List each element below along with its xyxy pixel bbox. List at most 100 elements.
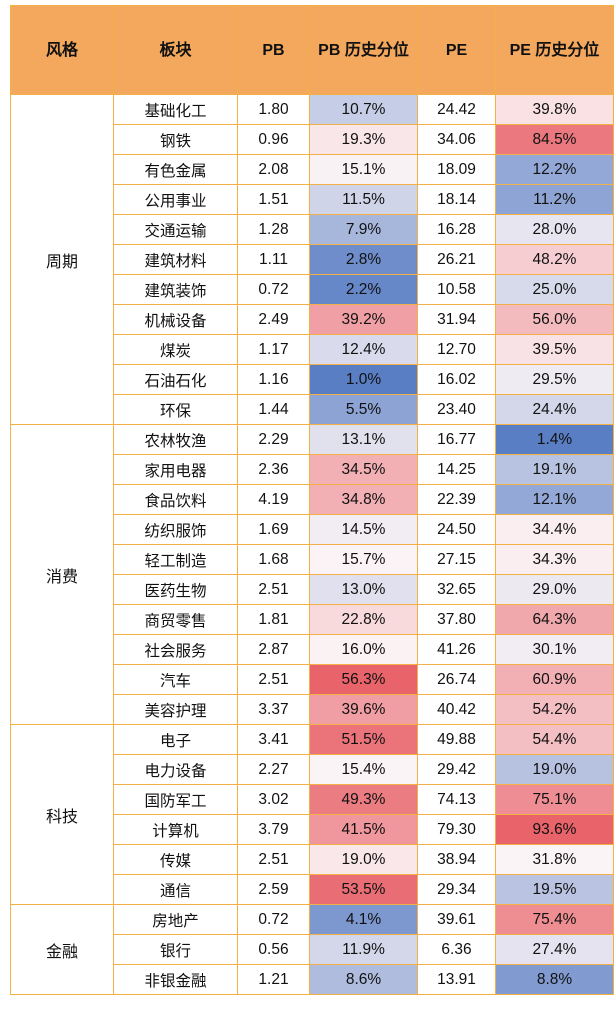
header-pe-percentile: PE 历史分位 [495, 5, 614, 95]
pb-cell: 3.02 [237, 784, 310, 815]
table-row: 纺织服饰 1.69 14.5% 24.50 34.4% [11, 514, 614, 545]
style-group-cell: 金融 [10, 904, 114, 995]
pe-percentile-cell: 30.1% [495, 634, 614, 665]
pe-cell: 31.94 [417, 304, 496, 335]
pb-percentile-cell: 34.8% [309, 484, 418, 515]
pb-cell: 2.29 [237, 424, 310, 455]
pe-percentile-cell: 12.2% [495, 154, 614, 185]
table-row: 周期 基础化工 1.80 10.7% 24.42 39.8% [10, 94, 614, 425]
pb-cell: 1.68 [237, 544, 310, 575]
sector-cell: 医药生物 [113, 574, 238, 605]
pe-percentile-cell: 34.4% [495, 514, 614, 545]
style-group-cell: 周期 [10, 94, 114, 425]
valuation-table: 风格 板块 PB PB 历史分位 PE PE 历史分位 周期 基础化工 1.80 10… [10, 5, 614, 995]
header-sector: 板块 [113, 5, 238, 95]
pb-percentile-cell: 2.2% [309, 274, 418, 305]
table-row: 钢铁 0.96 19.3% 34.06 84.5% [11, 124, 614, 155]
pb-cell: 3.37 [237, 694, 310, 725]
pe-cell: 26.21 [417, 244, 496, 275]
pb-cell: 1.44 [237, 394, 310, 425]
table-row: 消费 农林牧渔 2.29 13.1% 16.77 1.4% [10, 424, 614, 725]
pe-percentile-cell: 31.8% [495, 844, 614, 875]
pe-cell: 16.28 [417, 214, 496, 245]
pe-cell: 79.30 [417, 814, 496, 845]
pe-percentile-cell: 11.2% [495, 184, 614, 215]
pb-percentile-cell: 7.9% [309, 214, 418, 245]
sector-cell: 非银金融 [113, 964, 238, 995]
pe-cell: 29.34 [417, 874, 496, 905]
pb-percentile-cell: 19.0% [309, 844, 418, 875]
pb-cell: 2.49 [237, 304, 310, 335]
sector-cell: 食品饮料 [113, 484, 238, 515]
sector-cell: 国防军工 [113, 784, 238, 815]
pe-cell: 26.74 [417, 664, 496, 695]
pe-percentile-cell: 19.0% [495, 754, 614, 785]
pb-percentile-cell: 8.6% [309, 964, 418, 995]
pb-percentile-cell: 15.1% [309, 154, 418, 185]
pe-cell: 27.15 [417, 544, 496, 575]
pb-cell: 2.51 [237, 844, 310, 875]
pb-cell: 1.17 [237, 334, 310, 365]
style-group-cell: 科技 [10, 724, 114, 905]
pb-cell: 2.27 [237, 754, 310, 785]
sector-cell: 基础化工 [113, 94, 238, 125]
pe-percentile-cell: 84.5% [495, 124, 614, 155]
sector-cell: 建筑装饰 [113, 274, 238, 305]
pb-percentile-cell: 39.6% [309, 694, 418, 725]
pb-cell: 2.08 [237, 154, 310, 185]
pe-cell: 18.09 [417, 154, 496, 185]
sector-cell: 交通运输 [113, 214, 238, 245]
pb-cell: 1.28 [237, 214, 310, 245]
pb-percentile-cell: 15.4% [309, 754, 418, 785]
pb-cell: 2.36 [237, 454, 310, 485]
pb-cell: 1.80 [237, 94, 310, 125]
pe-percentile-cell: 93.6% [495, 814, 614, 845]
table-row: 科技 电子 3.41 51.5% 49.88 54.4% [10, 724, 614, 905]
sector-cell: 纺织服饰 [113, 514, 238, 545]
sector-cell: 煤炭 [113, 334, 238, 365]
pb-cell: 0.72 [237, 904, 310, 935]
pb-percentile-cell: 11.9% [309, 934, 418, 965]
table-row: 建筑材料 1.11 2.8% 26.21 48.2% [11, 244, 614, 275]
pb-percentile-cell: 49.3% [309, 784, 418, 815]
sector-cell: 计算机 [113, 814, 238, 845]
pb-percentile-cell: 10.7% [309, 94, 418, 125]
sector-cell: 美容护理 [113, 694, 238, 725]
pb-percentile-cell: 13.0% [309, 574, 418, 605]
pe-cell: 14.25 [417, 454, 496, 485]
sector-cell: 有色金属 [113, 154, 238, 185]
pb-cell: 3.41 [237, 724, 310, 755]
pb-percentile-cell: 5.5% [309, 394, 418, 425]
pb-percentile-cell: 22.8% [309, 604, 418, 635]
table-row: 计算机 3.79 41.5% 79.30 93.6% [11, 814, 614, 845]
pe-percentile-cell: 75.1% [495, 784, 614, 815]
pe-percentile-cell: 28.0% [495, 214, 614, 245]
pb-cell: 0.72 [237, 274, 310, 305]
pb-percentile-cell: 1.0% [309, 364, 418, 395]
pe-cell: 10.58 [417, 274, 496, 305]
header-style: 风格 [10, 5, 114, 95]
pe-percentile-cell: 39.5% [495, 334, 614, 365]
table-row: 家用电器 2.36 34.5% 14.25 19.1% [11, 454, 614, 485]
pb-cell: 1.11 [237, 244, 310, 275]
table-row: 轻工制造 1.68 15.7% 27.15 34.3% [11, 544, 614, 575]
pb-cell: 1.21 [237, 964, 310, 995]
pe-percentile-cell: 12.1% [495, 484, 614, 515]
pb-percentile-cell: 16.0% [309, 634, 418, 665]
pe-percentile-cell: 1.4% [495, 424, 614, 455]
pe-cell: 41.26 [417, 634, 496, 665]
table-row: 煤炭 1.17 12.4% 12.70 39.5% [11, 334, 614, 365]
pe-cell: 34.06 [417, 124, 496, 155]
pb-cell: 3.79 [237, 814, 310, 845]
pb-percentile-cell: 4.1% [309, 904, 418, 935]
pb-cell: 2.87 [237, 634, 310, 665]
pe-percentile-cell: 48.2% [495, 244, 614, 275]
sector-cell: 公用事业 [113, 184, 238, 215]
sector-cell: 社会服务 [113, 634, 238, 665]
pe-cell: 16.77 [417, 424, 496, 455]
pb-percentile-cell: 2.8% [309, 244, 418, 275]
table-row: 传媒 2.51 19.0% 38.94 31.8% [11, 844, 614, 875]
pe-cell: 39.61 [417, 904, 496, 935]
sector-cell: 环保 [113, 394, 238, 425]
valuation-table-container: 风格 板块 PB PB 历史分位 PE PE 历史分位 周期 基础化工 1.80 10… [10, 5, 614, 995]
